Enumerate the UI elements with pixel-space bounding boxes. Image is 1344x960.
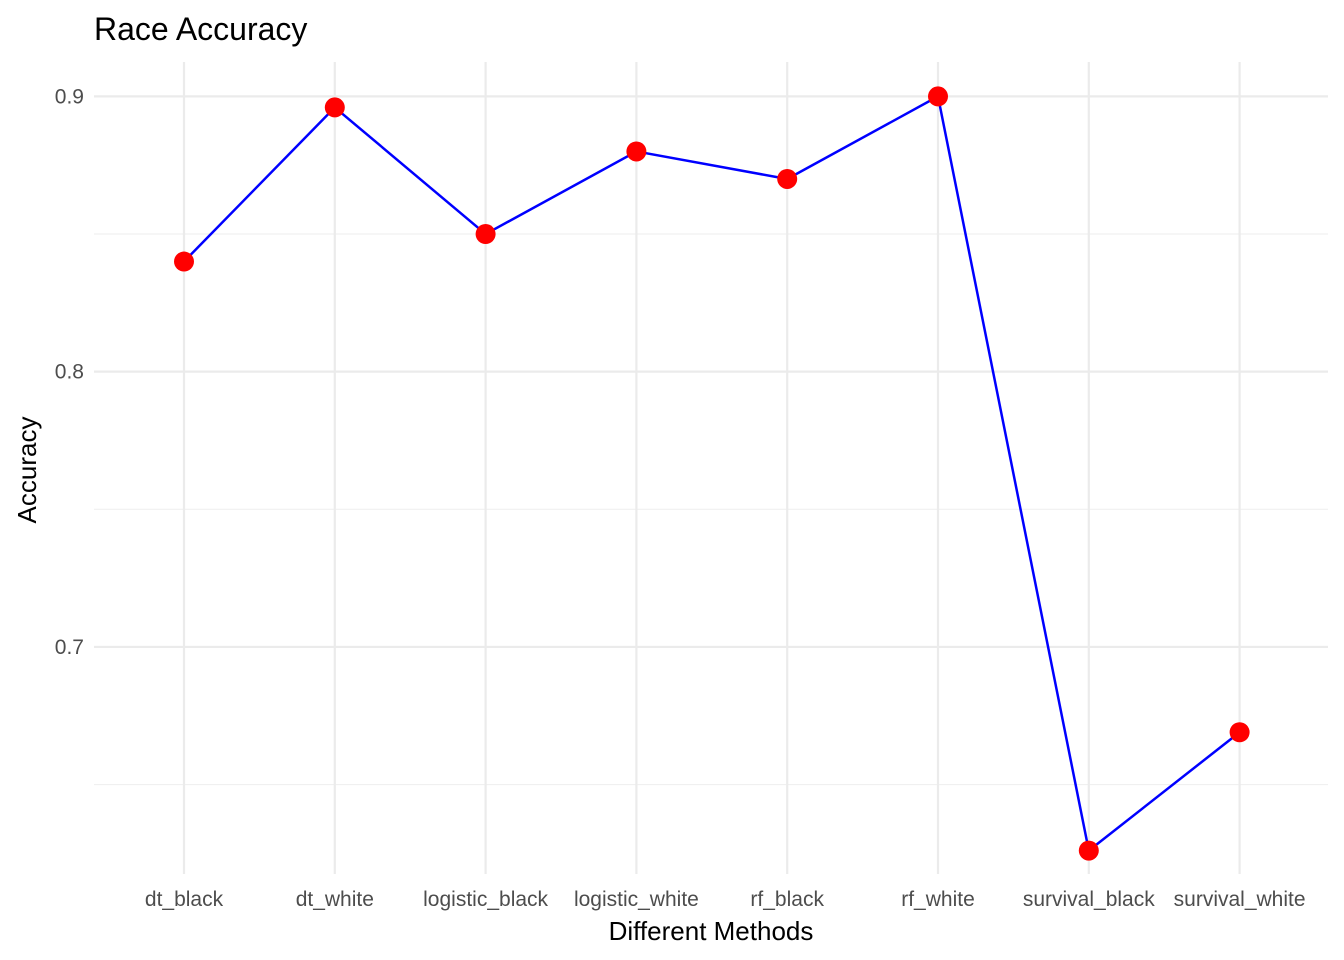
x-tick-label: rf_black	[750, 888, 824, 911]
data-point	[1078, 840, 1099, 861]
x-axis-ticks: dt_black dt_white logistic_black logistic_w…	[145, 888, 1306, 911]
x-tick-label: survival_black	[1023, 888, 1155, 911]
series-group	[174, 86, 1250, 861]
y-tick-label: 0.9	[55, 85, 84, 108]
x-tick-label: logistic_white	[574, 888, 699, 911]
x-axis-title: Different Methods	[609, 916, 814, 946]
data-point	[626, 141, 647, 162]
data-point	[174, 251, 194, 272]
x-tick-label: dt_white	[296, 888, 374, 911]
series-line	[183, 95, 1241, 852]
y-axis-ticks: 0.7 0.8 0.9	[55, 85, 84, 659]
data-point	[475, 224, 496, 245]
data-point	[928, 86, 948, 107]
y-axis-title: Accuracy	[12, 417, 42, 524]
y-tick-label: 0.7	[55, 636, 84, 659]
data-point	[324, 97, 345, 118]
y-tick-label: 0.8	[55, 361, 84, 384]
chart-title: Race Accuracy	[94, 11, 307, 47]
data-point	[777, 168, 798, 189]
grid	[94, 62, 1328, 874]
x-tick-label: logistic_black	[423, 888, 548, 911]
data-point	[1229, 722, 1250, 743]
x-tick-label: rf_white	[901, 888, 975, 911]
x-tick-label: dt_black	[145, 888, 224, 911]
x-tick-label: survival_white	[1174, 888, 1306, 911]
